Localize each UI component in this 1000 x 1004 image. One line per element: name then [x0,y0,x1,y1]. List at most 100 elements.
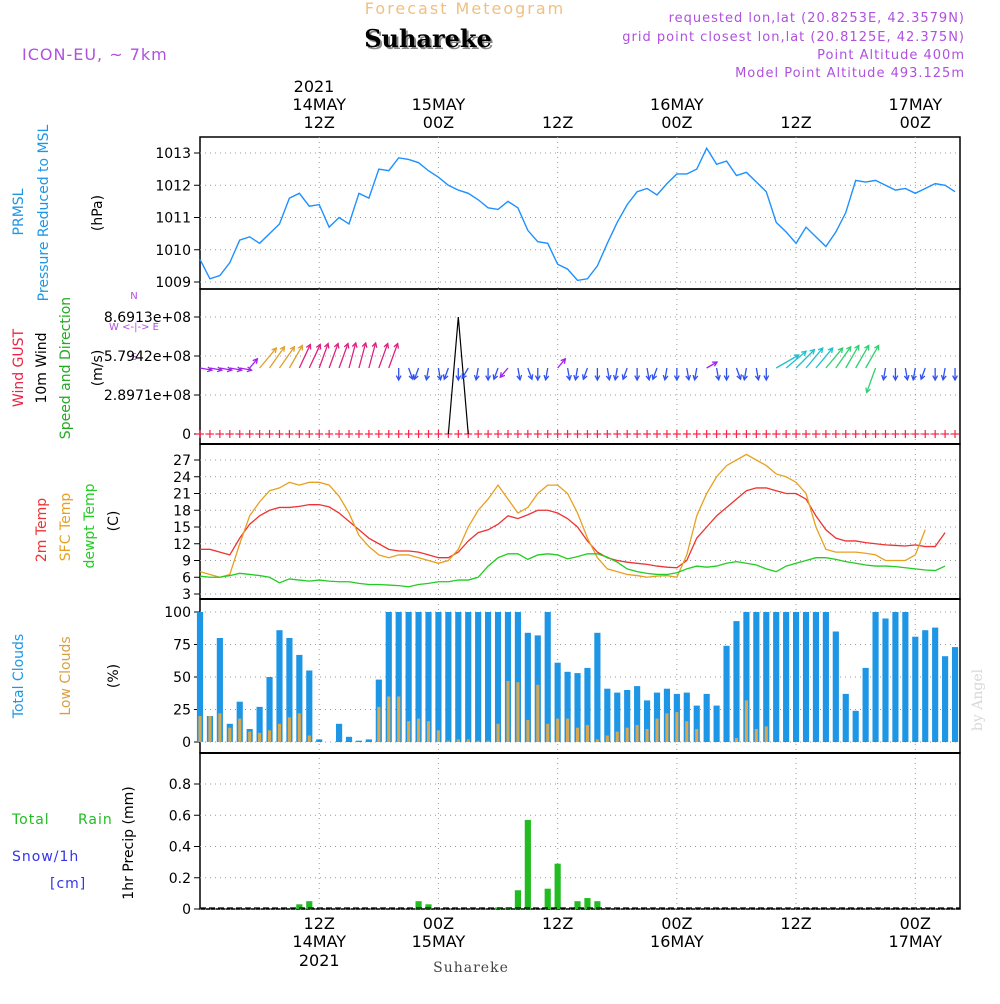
temp-panel-labels: 2m Temp SFC Temp dewpt Temp (C) [34,483,122,568]
wind-arrow-head [424,374,431,382]
wind-arrow-shaft [743,367,748,380]
requested-coords: requested lon,lat (20.8253E, 42.3579N) [669,11,965,26]
wind-arrow-head [351,341,358,348]
wind-arrow-head [673,375,680,382]
total-cloud-bar [445,612,452,742]
total-cloud-bar [773,612,780,742]
wind-arrow-head [645,374,652,382]
wind-arrow-shaft [308,344,321,369]
total-cloud-bar [475,612,482,742]
bottom-date-label: 15MAY [412,932,466,951]
low-cloud-bar [675,712,679,742]
wind-arrow-shaft [239,367,252,371]
precip-axis-tick-label: 0.4 [169,840,191,856]
wind-speed-dir-label: Speed and Direction [58,297,74,439]
t2m-label: 2m Temp [34,498,50,562]
wind-arrow-shaft [785,350,807,369]
footer-station: Suhareke [433,960,509,976]
wind-arrow-head [271,347,278,354]
low-cloud-bar [546,723,550,742]
low-cloud-bar [417,718,421,742]
top-year-label: 2021 [294,77,335,96]
total-cloud-bar [902,612,909,742]
total-cloud-bar [276,630,283,742]
wind-arrow-head [910,374,917,382]
total-cloud-bar [345,736,353,742]
panel-frame-2 [199,443,961,600]
wind-arrow-shaft [855,345,870,369]
total-cloud-bar [604,688,611,742]
wind-arrow-shaft [425,367,430,380]
wind-arrow-head [865,387,871,394]
wind-arrow-shaft [735,367,742,380]
total-cloud-bar [624,690,631,742]
total-clouds-label: Total Clouds [11,634,27,719]
main-title: Forecast Meteogram [365,0,565,18]
station-title-shadow: Suhareke [366,26,494,55]
wind-arrow-head [793,354,800,360]
low-cloud-bar [625,727,629,742]
wind-arrow-shaft [835,346,852,369]
total-cloud-bar [544,612,551,742]
wind-arrow-head [874,344,880,351]
wind-arrow-head [634,375,641,382]
total-cloud-bar [196,612,204,742]
low-cloud-bar [556,718,560,742]
total-cloud-bar [524,632,531,742]
bottom-date-label: 14MAY [292,932,346,951]
bottom-hour-label: 12Z [304,914,335,933]
grid-point-coords: grid point closest lon,lat (20.8125E, 42… [622,30,965,45]
wind-10m-label: 10m Wind [34,332,50,403]
wind-arrow-head [573,374,580,382]
wind-arrow-shaft [706,361,718,369]
wind-arrow-head [226,366,234,373]
wind-arrow-shaft [229,367,242,371]
wind-arrow-head [864,344,870,351]
total-cloud-bar [395,612,402,742]
wind-arrow-head [612,374,619,382]
wind-arrow-shaft [358,342,367,369]
cloud-panel-labels: Total Clouds Low Clouds (%) [11,634,122,719]
total-cloud-bar [485,612,492,742]
wind-arrow-head [594,375,601,382]
bottom-date-label: 16MAY [650,932,704,951]
rain-bar [554,863,561,909]
low-cloud-bar [526,719,530,742]
wind-arrow-head [651,374,658,381]
temp-axis-tick-label: 21 [173,487,191,503]
total-cloud-bar [922,630,929,742]
bottom-hour-label: 00Z [900,914,931,933]
pressure-line [199,146,956,282]
rain-label: Rain [78,812,113,828]
low-cloud-bar [268,730,272,742]
wind-arrow-shaft [517,367,521,380]
wind-arrow-head [692,374,699,382]
wind-axis-tick-label: 0 [182,427,191,443]
wind-arrow-shaft [755,367,760,380]
snow-unit-label: [cm] [50,876,86,892]
wind-arrow-shaft [437,367,442,380]
low-cloud-bar [655,718,659,742]
wind-arrow-head [305,343,312,350]
wind-arrow-head [236,366,243,373]
total-cloud-bar [822,612,829,742]
wind-arrow-head [499,372,506,379]
wind-arrow-shaft [318,343,329,369]
cloud-axis-tick-label: 0 [182,735,191,751]
total-cloud-bar [882,618,889,742]
rain-bar [306,901,313,909]
wind-arrow-shaft [209,367,222,371]
pressure-axis-tick-label: 1011 [155,211,191,227]
total-cloud-bar [703,693,710,742]
low-cloud-bar [754,729,758,742]
wind-arrow-shaft [664,367,668,380]
total-cloud-bar [733,621,740,742]
cloud-axis-tick-label: 25 [173,703,191,719]
temp-axis-tick-label: 18 [173,503,191,519]
rain-bar [296,904,303,909]
low-cloud-bar [228,727,232,742]
bottom-hour-label: 00Z [661,914,692,933]
wind-arrow-head [560,357,567,364]
wind-arrow-shaft [544,367,549,380]
